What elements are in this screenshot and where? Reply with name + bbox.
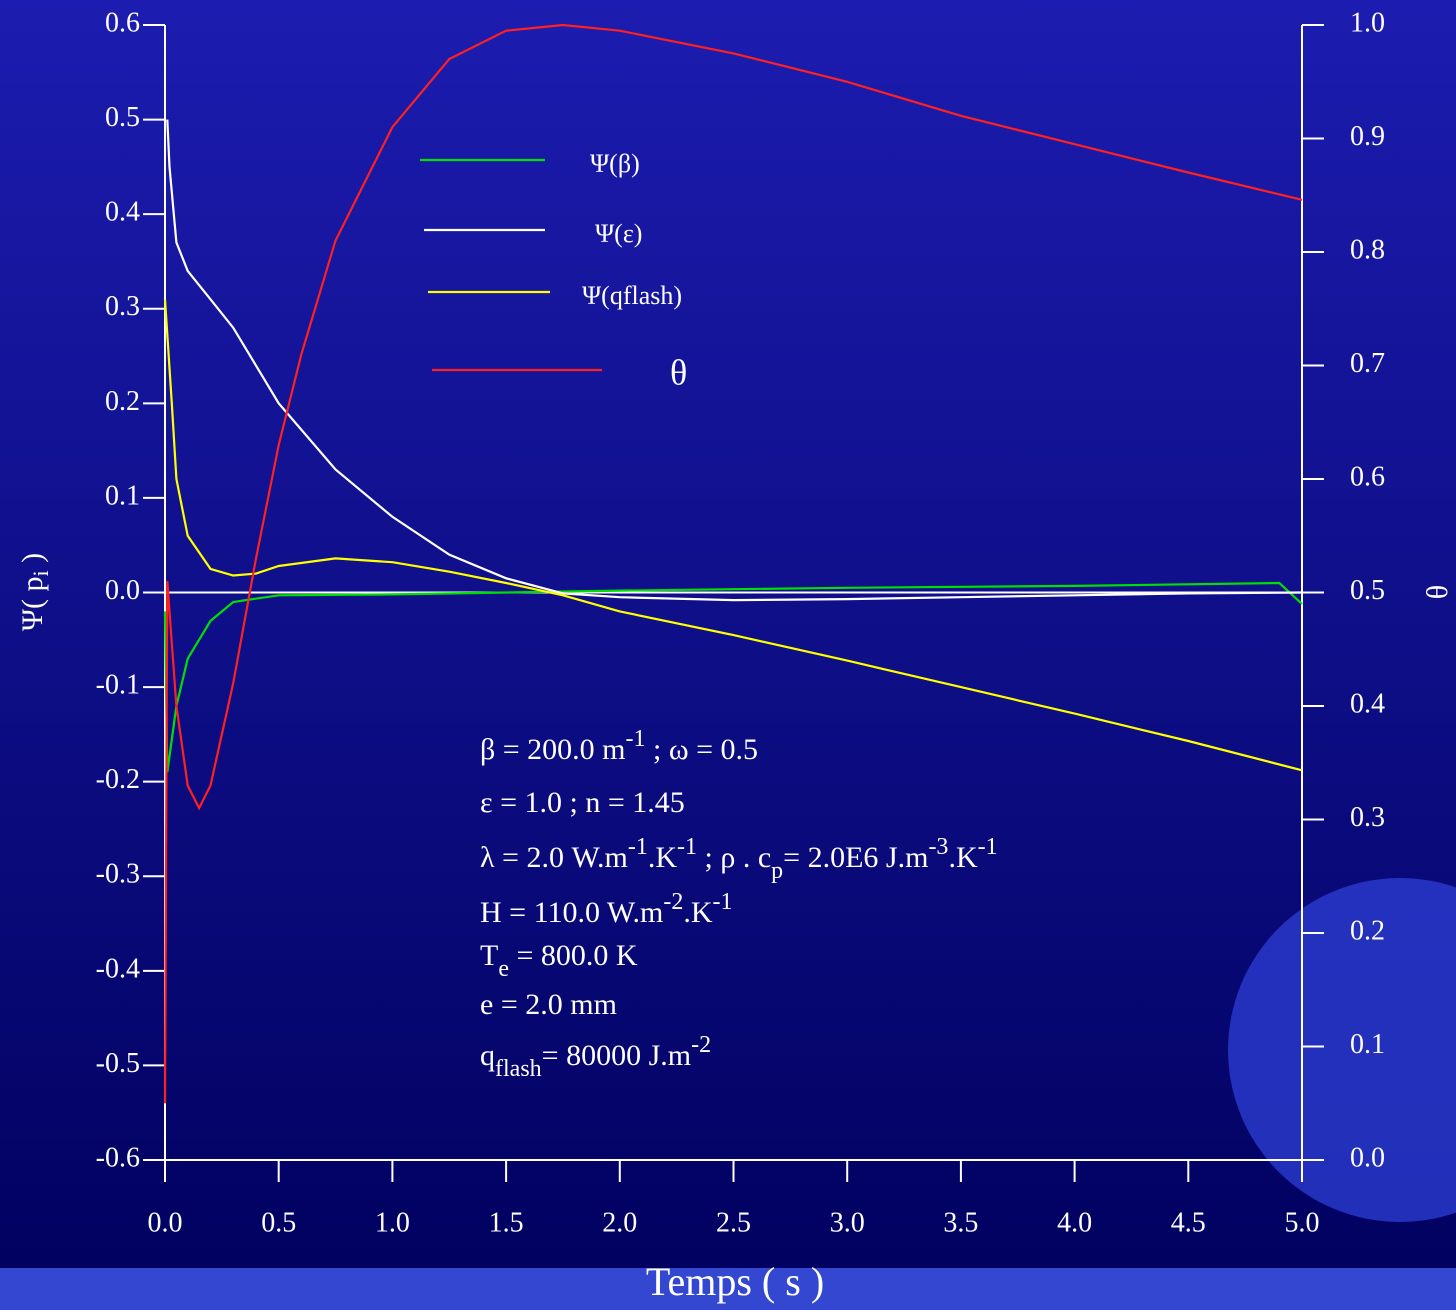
x-tick-label: 2.5 xyxy=(716,1207,751,1238)
annotation-part: .K xyxy=(948,841,978,874)
y2-tick-label: 0.5 xyxy=(1350,575,1385,606)
legend-label: θ xyxy=(670,352,687,392)
annotation-part: β = 200.0 m xyxy=(480,733,626,766)
y-tick-label: -0.6 xyxy=(96,1142,140,1173)
x-tick-label: 3.0 xyxy=(830,1207,865,1238)
legend-label: Ψ(ε) xyxy=(595,219,642,248)
x-tick-label: 0.5 xyxy=(261,1207,296,1238)
annotation-part: -1 xyxy=(628,834,648,860)
legend-label: Ψ(qflash) xyxy=(582,281,682,310)
y-axis-label-part: Ψ( p xyxy=(16,577,49,632)
y-tick-label: 0.2 xyxy=(105,386,140,417)
annotation-part: .K xyxy=(648,841,678,874)
annotation-part: e xyxy=(498,956,509,982)
y2-tick-label: 0.2 xyxy=(1350,915,1385,946)
annotation-part: -2 xyxy=(663,889,683,915)
y2-tick-label: 0.9 xyxy=(1350,121,1385,152)
x-tick-label: 0.0 xyxy=(148,1207,183,1238)
y-tick-label: 0.1 xyxy=(105,480,140,511)
y-tick-label: -0.4 xyxy=(96,953,140,984)
y-tick-label: 0.4 xyxy=(105,197,140,228)
y2-tick-label: 0.8 xyxy=(1350,234,1385,265)
y2-tick-label: 0.3 xyxy=(1350,802,1385,833)
y2-tick-label: 0.6 xyxy=(1350,461,1385,492)
annotation-part: -1 xyxy=(713,889,733,915)
y-tick-label: -0.5 xyxy=(96,1048,140,1079)
y2-tick-label: 1.0 xyxy=(1350,7,1385,38)
annotation-part: H = 110.0 W.m xyxy=(480,896,663,929)
annotation-part: q xyxy=(480,1039,495,1072)
y-tick-label: 0.6 xyxy=(105,7,140,38)
y-tick-label: 0.3 xyxy=(105,291,140,322)
y2-tick-label: 0.7 xyxy=(1350,348,1385,379)
annotation-part: -1 xyxy=(626,726,646,752)
y2-tick-label: 0.0 xyxy=(1350,1142,1385,1173)
chart: Temps ( s ) θ Ψ( pi ) β = 200.0 m-1 ; ω … xyxy=(0,0,1456,1310)
background xyxy=(0,0,1456,1310)
y-axis-label-part: ) xyxy=(16,553,49,571)
x-tick-label: 4.5 xyxy=(1171,1207,1206,1238)
annotation-part: λ = 2.0 W.m xyxy=(480,841,628,874)
annotation-part: ; ω = 0.5 xyxy=(646,733,759,766)
x-tick-label: 5.0 xyxy=(1285,1207,1320,1238)
annotation-part: = 2.0E6 J.m xyxy=(783,841,928,874)
annotation: e = 2.0 mm xyxy=(480,988,617,1021)
y2-axis-label: θ xyxy=(1421,585,1454,599)
annotation-part: T xyxy=(480,939,498,972)
annotation-part: -2 xyxy=(691,1032,711,1058)
y-tick-label: -0.1 xyxy=(96,670,140,701)
annotation-part: flash xyxy=(495,1056,542,1082)
annotation-part: .K xyxy=(683,896,713,929)
y2-tick-label: 0.1 xyxy=(1350,1029,1385,1060)
annotation-part: = 800.0 K xyxy=(509,939,638,972)
annotation-part: -1 xyxy=(978,834,998,860)
y-tick-label: 0.0 xyxy=(105,575,140,606)
annotation-part: = 80000 J.m xyxy=(542,1039,691,1072)
x-tick-label: 4.0 xyxy=(1057,1207,1092,1238)
annotation-part: ε = 1.0 ; n = 1.45 xyxy=(480,786,685,819)
y2-tick-label: 0.4 xyxy=(1350,688,1385,719)
y-tick-label: -0.3 xyxy=(96,859,140,890)
x-tick-label: 2.0 xyxy=(602,1207,637,1238)
annotation-part: -3 xyxy=(928,834,948,860)
annotation-part: -1 xyxy=(677,834,697,860)
annotation: ε = 1.0 ; n = 1.45 xyxy=(480,786,685,819)
x-tick-label: 1.0 xyxy=(375,1207,410,1238)
annotation-part: ; ρ . c xyxy=(697,841,771,874)
annotation-part: e = 2.0 mm xyxy=(480,988,617,1021)
x-axis-label: Temps ( s ) xyxy=(646,1259,824,1304)
legend-label: Ψ(β) xyxy=(590,149,640,178)
y-axis-label: Ψ( pi ) xyxy=(16,553,53,631)
y-tick-label: -0.2 xyxy=(96,764,140,795)
annotation-part: p xyxy=(771,858,783,884)
x-tick-label: 3.5 xyxy=(943,1207,978,1238)
y-tick-label: 0.5 xyxy=(105,102,140,133)
x-tick-label: 1.5 xyxy=(489,1207,524,1238)
